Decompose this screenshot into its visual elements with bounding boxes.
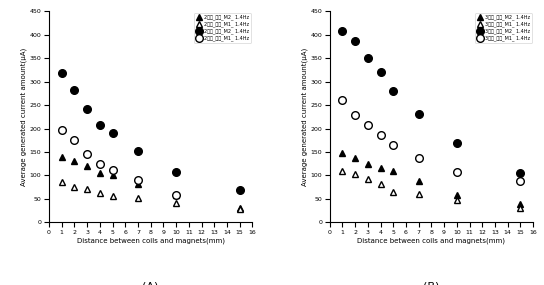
2합사_직렬_M1_ 1.4Hz (109, 168, 116, 172)
3합사_직렬_M1_ 1.4Hz (416, 156, 422, 159)
3합사_병렬_M2_ 1.4Hz (517, 202, 524, 205)
X-axis label: Distance between coils and magnets(mm): Distance between coils and magnets(mm) (77, 238, 225, 244)
2합사_병렬_M1_ 1.4Hz (84, 188, 90, 191)
Line: 2합사_병렬_M2_ 1.4Hz: 2합사_병렬_M2_ 1.4Hz (59, 154, 243, 211)
2합사_병렬_M2_ 1.4Hz (237, 207, 243, 210)
3합사_직렬_M2_ 1.4Hz (352, 40, 358, 43)
Text: (A): (A) (143, 281, 159, 285)
2합사_직렬_M2_ 1.4Hz (237, 189, 243, 192)
Line: 3합사_병렬_M1_ 1.4Hz: 3합사_병렬_M1_ 1.4Hz (339, 168, 523, 211)
2합사_직렬_M1_ 1.4Hz (58, 128, 65, 131)
3합사_직렬_M2_ 1.4Hz (339, 29, 345, 33)
3합사_병렬_M1_ 1.4Hz (390, 190, 397, 194)
Line: 3합사_직렬_M2_ 1.4Hz: 3합사_직렬_M2_ 1.4Hz (338, 27, 524, 177)
3합사_직렬_M1_ 1.4Hz (454, 170, 460, 173)
3합사_직렬_M2_ 1.4Hz (416, 112, 422, 115)
2합사_병렬_M1_ 1.4Hz (96, 191, 103, 194)
2합사_직렬_M1_ 1.4Hz (96, 162, 103, 165)
3합사_병렬_M1_ 1.4Hz (517, 207, 524, 210)
3합사_직렬_M1_ 1.4Hz (378, 133, 384, 136)
3합사_병렬_M2_ 1.4Hz (390, 169, 397, 172)
2합사_병렬_M1_ 1.4Hz (71, 186, 78, 189)
3합사_직렬_M1_ 1.4Hz (339, 99, 345, 102)
2합사_직렬_M2_ 1.4Hz (173, 170, 180, 173)
2합사_병렬_M1_ 1.4Hz (58, 181, 65, 184)
Legend: 3합사_병렬_M2_ 1.4Hz, 3합사_병렬_M1_ 1.4Hz, 3합사_직렬_M2_ 1.4Hz, 3합사_직렬_M1_ 1.4Hz: 3합사_병렬_M2_ 1.4Hz, 3합사_병렬_M1_ 1.4Hz, 3합사_… (475, 13, 531, 43)
2합사_병렬_M2_ 1.4Hz (173, 194, 180, 197)
Y-axis label: Average generated current amount(μA): Average generated current amount(μA) (20, 48, 27, 186)
2합사_직렬_M2_ 1.4Hz (96, 123, 103, 127)
3합사_병렬_M2_ 1.4Hz (416, 179, 422, 183)
2합사_병렬_M1_ 1.4Hz (237, 207, 243, 211)
2합사_병렬_M1_ 1.4Hz (173, 201, 180, 204)
2합사_병렬_M1_ 1.4Hz (135, 196, 141, 200)
3합사_직렬_M1_ 1.4Hz (517, 179, 524, 183)
2합사_병렬_M2_ 1.4Hz (135, 182, 141, 186)
3합사_직렬_M1_ 1.4Hz (390, 143, 397, 147)
2합사_직렬_M2_ 1.4Hz (58, 72, 65, 75)
3합사_직렬_M2_ 1.4Hz (390, 89, 397, 93)
2합사_병렬_M2_ 1.4Hz (109, 174, 116, 177)
3합사_직렬_M2_ 1.4Hz (364, 56, 371, 60)
3합사_직렬_M1_ 1.4Hz (352, 114, 358, 117)
3합사_병렬_M2_ 1.4Hz (352, 156, 358, 159)
2합사_직렬_M1_ 1.4Hz (71, 139, 78, 142)
3합사_병렬_M2_ 1.4Hz (339, 151, 345, 155)
3합사_병렬_M1_ 1.4Hz (378, 182, 384, 186)
2합사_직렬_M2_ 1.4Hz (109, 132, 116, 135)
Line: 3합사_병렬_M2_ 1.4Hz: 3합사_병렬_M2_ 1.4Hz (339, 150, 523, 206)
Line: 3합사_직렬_M1_ 1.4Hz: 3합사_직렬_M1_ 1.4Hz (338, 97, 524, 185)
2합사_병렬_M1_ 1.4Hz (109, 194, 116, 197)
3합사_병렬_M1_ 1.4Hz (454, 198, 460, 201)
3합사_병렬_M2_ 1.4Hz (454, 194, 460, 197)
2합사_병렬_M2_ 1.4Hz (84, 164, 90, 168)
3합사_병렬_M1_ 1.4Hz (352, 172, 358, 176)
Text: (B): (B) (423, 281, 440, 285)
2합사_직렬_M1_ 1.4Hz (173, 194, 180, 197)
Line: 2합사_직렬_M1_ 1.4Hz: 2합사_직렬_M1_ 1.4Hz (58, 126, 180, 199)
2합사_직렬_M1_ 1.4Hz (84, 153, 90, 156)
3합사_직렬_M2_ 1.4Hz (517, 171, 524, 175)
3합사_직렬_M2_ 1.4Hz (454, 141, 460, 144)
3합사_직렬_M1_ 1.4Hz (364, 124, 371, 127)
Legend: 2합사_병렬_M2_ 1.4Hz, 2합사_병렬_M1_ 1.4Hz, 2합사_직렬_M2_ 1.4Hz, 2합사_직렬_M1_ 1.4Hz: 2합사_병렬_M2_ 1.4Hz, 2합사_병렬_M1_ 1.4Hz, 2합사_… (194, 13, 251, 43)
2합사_직렬_M1_ 1.4Hz (135, 178, 141, 182)
2합사_병렬_M2_ 1.4Hz (58, 155, 65, 158)
3합사_직렬_M2_ 1.4Hz (378, 71, 384, 74)
Line: 2합사_직렬_M2_ 1.4Hz: 2합사_직렬_M2_ 1.4Hz (58, 70, 244, 194)
Y-axis label: Average generated current amount(μA): Average generated current amount(μA) (301, 48, 307, 186)
2합사_병렬_M2_ 1.4Hz (96, 171, 103, 175)
2합사_병렬_M2_ 1.4Hz (71, 160, 78, 163)
2합사_직렬_M2_ 1.4Hz (135, 149, 141, 152)
X-axis label: Distance between coils and magnets(mm): Distance between coils and magnets(mm) (357, 238, 505, 244)
2합사_직렬_M2_ 1.4Hz (84, 107, 90, 111)
3합사_병렬_M1_ 1.4Hz (364, 177, 371, 180)
3합사_병렬_M1_ 1.4Hz (339, 169, 345, 172)
3합사_병렬_M2_ 1.4Hz (378, 167, 384, 170)
Line: 2합사_병렬_M1_ 1.4Hz: 2합사_병렬_M1_ 1.4Hz (59, 180, 243, 212)
3합사_병렬_M2_ 1.4Hz (364, 162, 371, 165)
2합사_직렬_M2_ 1.4Hz (71, 88, 78, 92)
3합사_병렬_M1_ 1.4Hz (416, 192, 422, 196)
